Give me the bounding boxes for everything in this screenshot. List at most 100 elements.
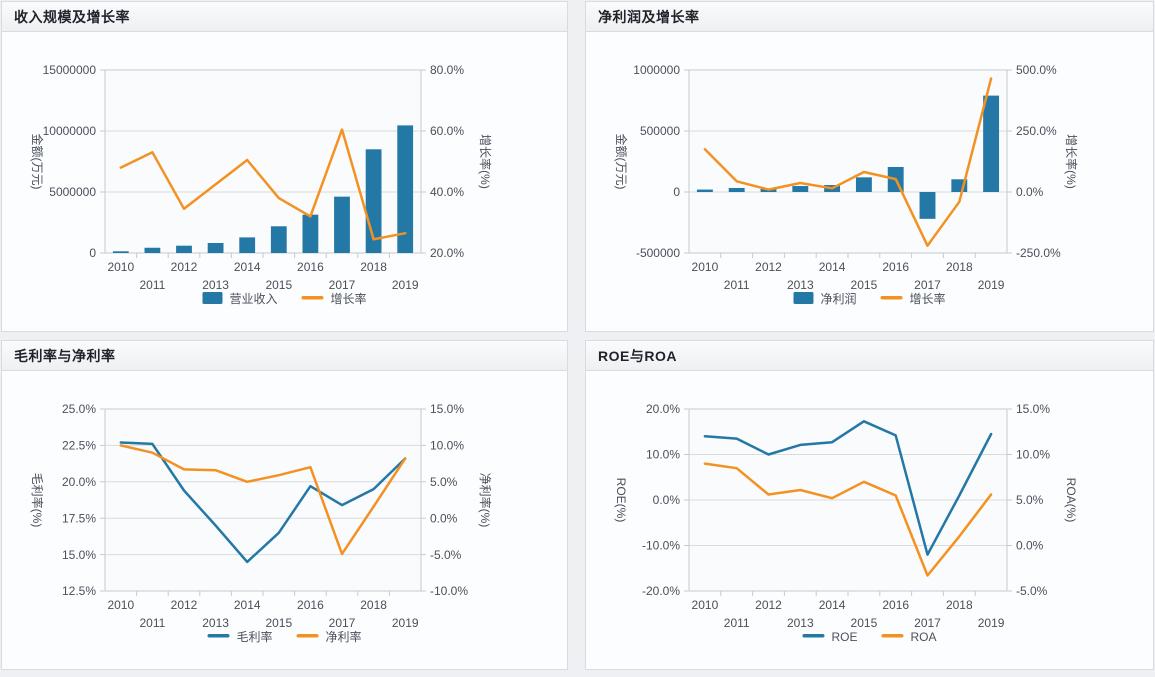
bar-营业收入-2013[interactable] [207, 242, 224, 253]
panel-header: 毛利率与净利率 [2, 341, 567, 371]
right-axis-tick-label: 10.0% [1016, 448, 1050, 462]
legend-item-ROA[interactable]: ROA [881, 630, 937, 644]
chart-canvas-revenue-growth[interactable]: 15000000 10000000 5000000 0 80.0% 60.0% 40.0% 2… [2, 32, 567, 331]
x-axis-label: 2011 [724, 278, 750, 292]
legend-item-净利润[interactable]: 净利润 [793, 292, 857, 306]
x-axis-label: 2012 [755, 598, 782, 612]
x-axis-label: 2010 [692, 598, 719, 612]
panel-header: ROE与ROA [586, 341, 1153, 371]
x-axis-label: 2016 [297, 260, 324, 274]
panel-roe-roa: ROE与ROA 20.0% 10.0% 0.0% -10.0% -20.0% 15.0% 1… [585, 340, 1154, 670]
left-axis-tick-label: 10.0% [646, 448, 680, 462]
legend-item-毛利率[interactable]: 毛利率 [207, 629, 273, 644]
legend-swatch-line [880, 296, 903, 300]
panel-title-roe-roa: ROE与ROA [598, 347, 677, 364]
x-axis-label: 2019 [978, 616, 1005, 630]
legend-label: 营业收入 [229, 292, 277, 306]
left-axis-tick-label: 22.5% [62, 439, 96, 453]
left-axis-tick-label: 5000000 [49, 185, 96, 199]
left-axis-tick-label: 500000 [640, 124, 680, 138]
left-axis-tick-label: 15000000 [43, 63, 97, 77]
right-axis-tick-label: 5.0% [1016, 493, 1044, 507]
legend-label: 毛利率 [236, 629, 272, 644]
bar-营业收入-2019[interactable] [397, 125, 414, 253]
x-axis-label: 2018 [946, 260, 973, 274]
legend-item-营业收入[interactable]: 营业收入 [202, 292, 278, 306]
line-增长率[interactable] [703, 77, 993, 247]
x-axis-label: 2011 [724, 616, 750, 630]
x-axis-label: 2014 [819, 260, 846, 274]
right-axis-tick-label: 500.0% [1016, 63, 1057, 77]
x-axis-label: 2013 [202, 278, 229, 292]
left-axis-tick-label: -500000 [636, 246, 680, 260]
right-axis-tick-label: 15.0% [1016, 402, 1050, 416]
chart-margins[interactable]: 25.0% 22.5% 20.0% 17.5% 15.0% 12.5% 15.0% 10.0%… [2, 371, 567, 669]
x-axis-label: 2019 [392, 616, 419, 630]
panel-title-netprofit-growth: 净利润及增长率 [598, 8, 700, 25]
line-ROA[interactable] [703, 462, 993, 577]
bar-净利润-2010[interactable] [696, 189, 713, 192]
chart-revenue-growth[interactable]: 15000000 10000000 5000000 0 80.0% 60.0% 40.0% 2… [2, 32, 567, 331]
left-axis-tick-label: -20.0% [642, 584, 680, 598]
x-axis-label: 2010 [107, 260, 134, 274]
left-axis-tick-label: 0.0% [653, 493, 681, 507]
legend-item-增长率[interactable]: 增长率 [880, 291, 946, 306]
bar-营业收入-2010[interactable] [112, 251, 129, 253]
x-axis-label: 2010 [107, 598, 134, 612]
bar-营业收入-2011[interactable] [144, 247, 161, 253]
line-净利率[interactable] [119, 444, 407, 556]
legend-item-ROE[interactable]: ROE [802, 630, 858, 644]
legend: 净利润 增长率 [793, 291, 946, 306]
chart-canvas-roe-roa[interactable]: 20.0% 10.0% 0.0% -10.0% -20.0% 15.0% 10.0% 5.0%… [586, 371, 1153, 669]
x-axis-label: 2011 [139, 616, 165, 630]
plot-area [688, 69, 1008, 254]
x-axis-label: 2019 [392, 278, 419, 292]
left-axis-name: ROE(%) [614, 478, 628, 523]
x-axis-label: 2013 [202, 616, 229, 630]
bar-净利润-2011[interactable] [728, 187, 745, 192]
bar-净利润-2017[interactable] [919, 192, 936, 219]
legend-swatch-line [296, 634, 319, 638]
x-axis-label: 2016 [882, 260, 909, 274]
chart-netprofit-growth[interactable]: 1000000 500000 0 -500000 500.0% 250.0% 0.0% -25… [586, 32, 1153, 331]
bar-营业收入-2016[interactable] [302, 214, 319, 253]
bar-营业收入-2014[interactable] [239, 237, 256, 253]
left-axis-tick-label: 1000000 [633, 63, 680, 77]
right-axis-tick-label: 80.0% [430, 63, 464, 77]
right-axis-name: 增长率(%) [478, 134, 493, 189]
left-axis-name: 金额(万元) [30, 134, 45, 190]
chart-canvas-netprofit-growth[interactable]: 1000000 500000 0 -500000 500.0% 250.0% 0.0% -25… [586, 32, 1153, 331]
line-增长率[interactable] [119, 128, 407, 241]
line-毛利率[interactable] [119, 441, 407, 564]
left-axis-tick-label: 20.0% [62, 475, 96, 489]
x-axis-label: 2019 [978, 278, 1005, 292]
panel-title-margins: 毛利率与净利率 [14, 347, 116, 364]
line-ROE[interactable] [703, 420, 993, 556]
panel-title-revenue-growth: 收入规模及增长率 [14, 8, 130, 25]
bar-净利润-2019[interactable] [983, 95, 1000, 192]
x-axis-label: 2018 [360, 260, 387, 274]
bar-净利润-2015[interactable] [855, 177, 872, 192]
left-axis-tick-label: 17.5% [62, 511, 96, 525]
bar-营业收入-2017[interactable] [334, 196, 350, 253]
bar-营业收入-2012[interactable] [176, 245, 192, 253]
x-axis-label: 2015 [851, 278, 878, 292]
legend-swatch-line [802, 634, 825, 638]
x-axis-label: 2014 [234, 598, 261, 612]
legend: 营业收入 增长率 [202, 291, 367, 306]
x-axis-label: 2017 [914, 616, 941, 630]
bar-营业收入-2015[interactable] [270, 226, 287, 253]
x-axis-label: 2015 [265, 616, 292, 630]
chart-roe-roa[interactable]: 20.0% 10.0% 0.0% -10.0% -20.0% 15.0% 10.0% 5.0%… [586, 371, 1153, 669]
legend-label: ROE [831, 630, 857, 644]
bar-净利润-2013[interactable] [792, 186, 809, 192]
legend-item-增长率[interactable]: 增长率 [301, 291, 367, 306]
x-axis-label: 2011 [139, 278, 165, 292]
panel-margins: 毛利率与净利率 25.0% 22.5% 20.0% 17.5% 15.0% 12.5% 15… [1, 340, 568, 670]
right-axis-tick-label: 5.0% [430, 475, 458, 489]
legend-item-净利率[interactable]: 净利率 [296, 629, 362, 644]
legend-swatch-line [881, 634, 904, 638]
plot-area [104, 408, 422, 592]
chart-canvas-margins[interactable]: 25.0% 22.5% 20.0% 17.5% 15.0% 12.5% 15.0% 10.0%… [2, 371, 567, 669]
right-axis-tick-label: 20.0% [430, 246, 464, 260]
